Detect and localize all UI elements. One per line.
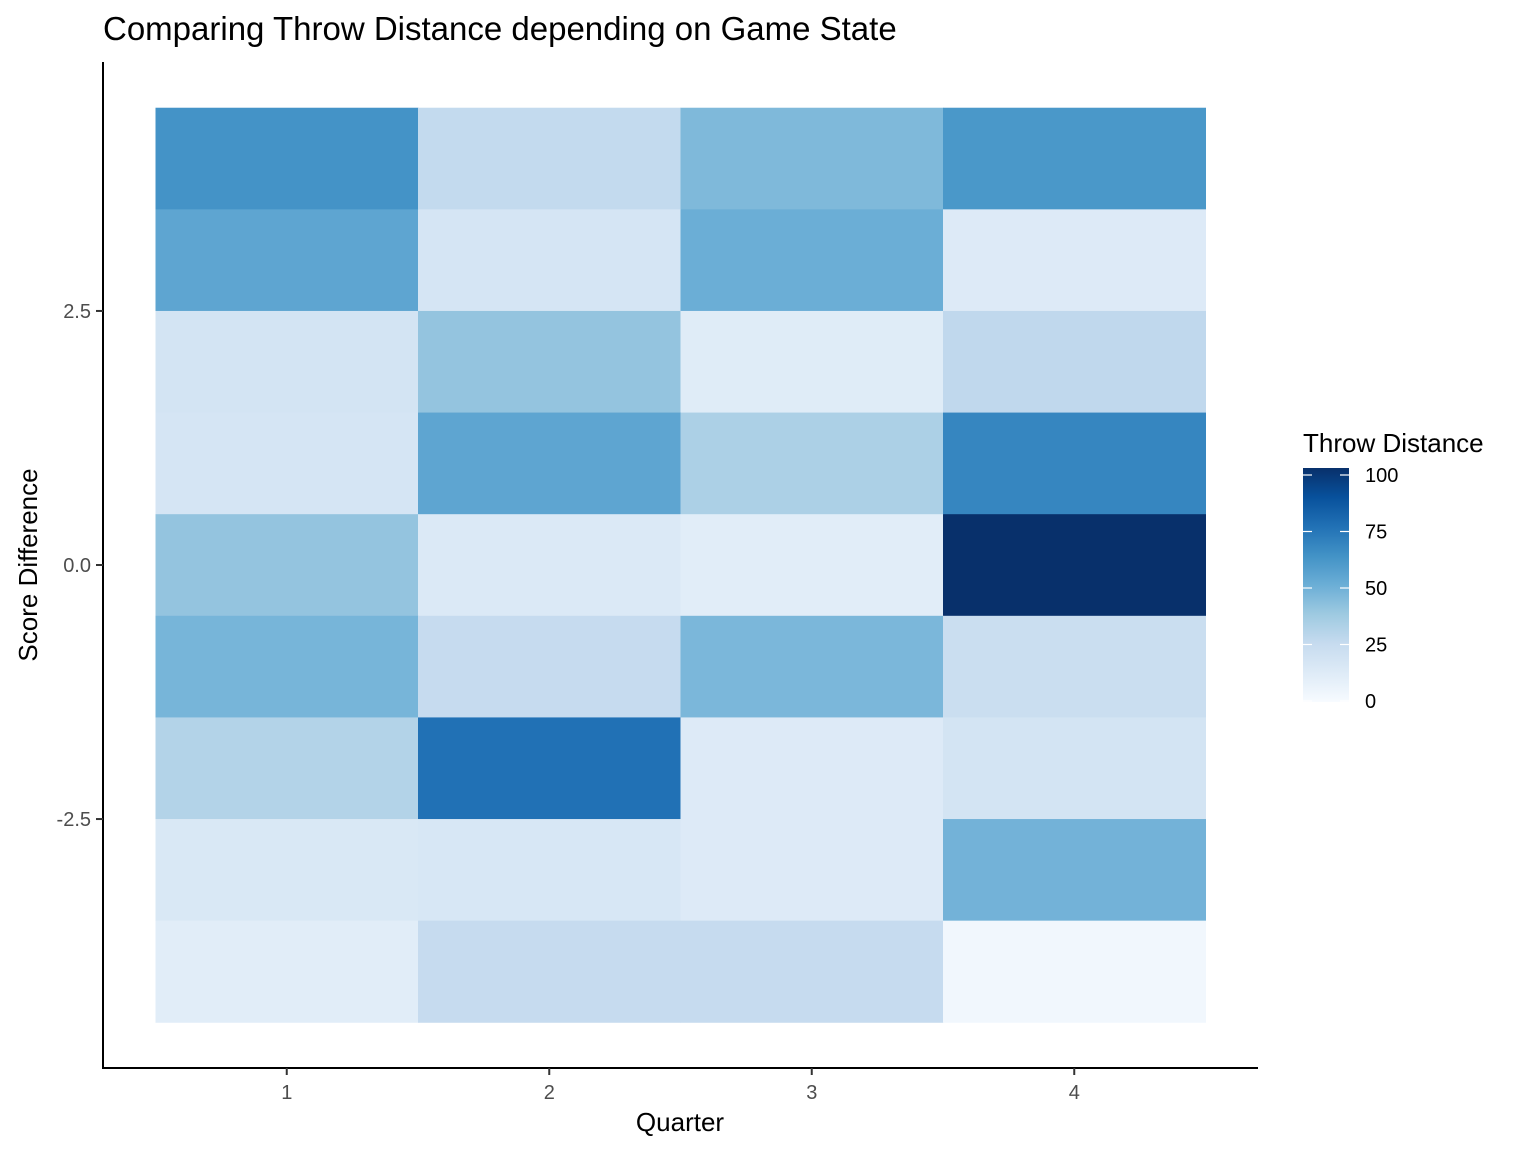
- heatmap-tile: [943, 412, 1206, 515]
- heatmap-tile: [155, 107, 419, 210]
- heatmap-tile: [418, 717, 681, 820]
- x-tick-label: 2: [544, 1082, 555, 1104]
- heatmap-tile: [680, 310, 944, 414]
- legend-tick-label: 25: [1365, 635, 1387, 657]
- legend-tick-label: 100: [1365, 465, 1398, 487]
- heatmap-tile: [943, 209, 1206, 312]
- y-tick-label: -2.5: [57, 809, 91, 831]
- y-axis-title: Score Difference: [13, 468, 43, 661]
- legend-colorbar: [1303, 468, 1349, 702]
- legend-tick-label: 0: [1365, 691, 1376, 713]
- heatmap-tile: [155, 819, 419, 922]
- heatmap-tile: [680, 717, 944, 820]
- x-tick-label: 3: [806, 1082, 817, 1104]
- y-tick-label: 0.0: [63, 555, 91, 577]
- heatmap-tile: [418, 107, 681, 210]
- heatmap-tile: [943, 920, 1206, 1023]
- heatmap-tile: [418, 514, 681, 617]
- heatmap-tile: [418, 615, 681, 718]
- x-axis-ticks: 1 2 3 4: [281, 1068, 1080, 1104]
- heatmap-tile: [155, 209, 419, 312]
- heatmap-tile: [418, 412, 681, 515]
- heatmap-tile: [155, 615, 419, 718]
- heatmap-tile: [680, 819, 944, 922]
- legend-tick-label: 50: [1365, 578, 1387, 600]
- heatmap-tile: [943, 514, 1206, 617]
- heatmap-tile: [155, 310, 419, 414]
- heatmap-tile: [680, 412, 944, 515]
- heatmap-tile: [943, 107, 1206, 210]
- heatmap-tile: [680, 209, 944, 312]
- heatmap-tile: [418, 310, 681, 414]
- heatmap-tile: [680, 615, 944, 718]
- heatmap-tile: [943, 819, 1206, 922]
- heatmap-tiles: [155, 107, 1206, 1023]
- heatmap-tile: [680, 514, 944, 617]
- x-tick-label: 1: [281, 1082, 292, 1104]
- legend-tick-label: 75: [1365, 522, 1387, 544]
- x-axis-title: Quarter: [636, 1107, 724, 1137]
- heatmap-tile: [418, 920, 681, 1023]
- x-tick-label: 4: [1069, 1082, 1080, 1104]
- heatmap-tile: [680, 920, 944, 1023]
- heatmap-tile: [418, 819, 681, 922]
- heatmap-tile: [155, 717, 419, 820]
- legend-ticks: 100 75 50 25 0: [1303, 465, 1398, 713]
- heatmap-tile: [943, 615, 1206, 718]
- y-tick-label: 2.5: [63, 301, 91, 323]
- heatmap-tile: [943, 310, 1206, 414]
- heatmap-tile: [155, 412, 419, 515]
- legend-title: Throw Distance: [1303, 428, 1484, 458]
- chart-title: Comparing Throw Distance depending on Ga…: [103, 10, 897, 47]
- heatmap-tile: [155, 920, 419, 1023]
- heatmap-tile: [680, 107, 944, 210]
- heatmap-tile: [155, 514, 419, 617]
- heatmap-tile: [418, 209, 681, 312]
- heatmap-tile: [943, 717, 1206, 820]
- y-axis-ticks: 2.5 0.0 -2.5: [57, 301, 103, 831]
